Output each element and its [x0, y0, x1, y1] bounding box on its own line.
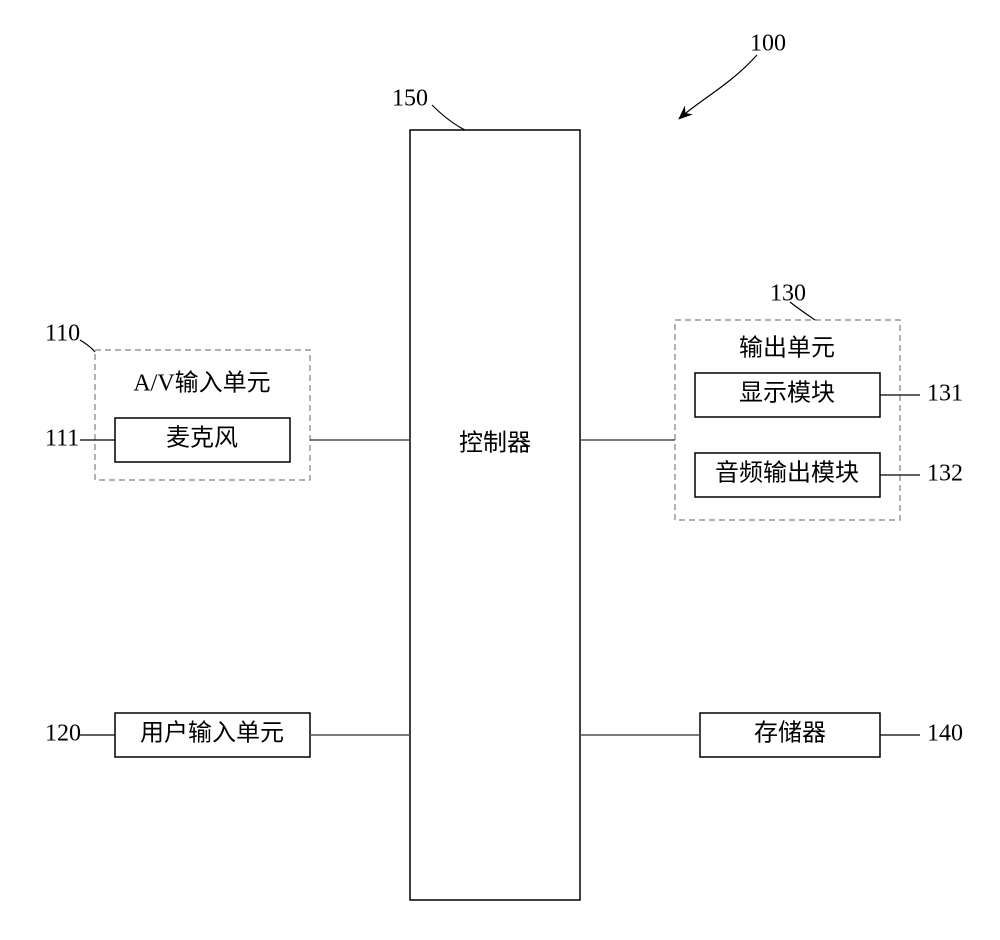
controller-box — [410, 130, 580, 900]
ref-memory: 140 — [927, 721, 963, 747]
output-unit-block: 输出单元 显示模块 音频输出模块 — [675, 320, 900, 520]
user-input-unit-label: 用户输入单元 — [140, 720, 284, 747]
leader-system — [680, 55, 757, 118]
leader-av-unit — [80, 340, 95, 352]
av-input-unit-box — [95, 350, 310, 480]
ref-output-unit: 130 — [770, 281, 806, 307]
ref-system: 100 — [750, 31, 786, 57]
controller-block: 控制器 — [410, 130, 580, 900]
av-input-unit-label: A/V输入单元 — [133, 370, 270, 397]
av-input-unit-block: A/V输入单元 麦克风 — [95, 350, 310, 480]
memory-block: 存储器 — [700, 713, 880, 757]
block-diagram: 控制器 A/V输入单元 麦克风 输出单元 显示模块 音频输出模块 用户输入单元 … — [0, 0, 1000, 940]
microphone-label: 麦克风 — [166, 425, 238, 452]
audio-output-module-label: 音频输出模块 — [715, 460, 859, 487]
output-unit-label: 输出单元 — [739, 335, 835, 362]
ref-audio-out: 132 — [927, 461, 963, 487]
controller-label: 控制器 — [459, 430, 531, 457]
ref-controller: 150 — [392, 86, 428, 112]
memory-label: 存储器 — [754, 720, 826, 747]
ref-mic: 111 — [45, 426, 79, 452]
ref-user-input: 120 — [45, 721, 81, 747]
user-input-unit-block: 用户输入单元 — [115, 713, 310, 757]
ref-display: 131 — [927, 381, 963, 407]
leader-controller — [432, 105, 465, 130]
ref-av-unit: 110 — [45, 321, 80, 347]
display-module-label: 显示模块 — [739, 380, 835, 407]
